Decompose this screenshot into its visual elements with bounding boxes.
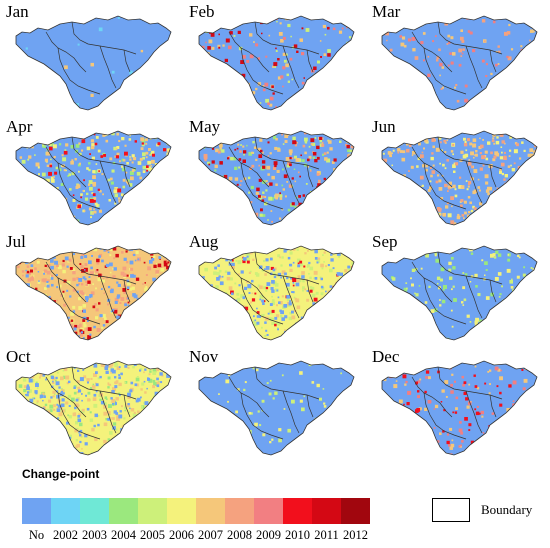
map-panel-mar: Mar — [366, 2, 549, 117]
legend-swatch-2004 — [109, 498, 138, 524]
month-label-aug: Aug — [189, 232, 219, 251]
map-panel-jul: Jul — [0, 232, 183, 347]
month-label-apr: Apr — [6, 117, 33, 136]
month-label-dec: Dec — [372, 347, 400, 366]
map-panel-jun: Jun — [366, 117, 549, 232]
legend-label-2009: 2009 — [256, 528, 281, 542]
legend: Change-point No 2002 2003 2004 2005 2006 2007 2… — [0, 462, 550, 548]
legend-label-2010: 2010 — [285, 528, 310, 542]
month-label-jan: Jan — [6, 2, 29, 21]
region-fill — [199, 246, 354, 340]
map-panel-sep: Sep — [366, 232, 549, 347]
region-fill — [382, 246, 537, 340]
month-label-jul: Jul — [6, 232, 26, 251]
legend-swatch-no — [22, 498, 51, 524]
legend-swatch-2008 — [225, 498, 254, 524]
map-panel-nov: Nov — [183, 347, 366, 462]
legend-label-2004: 2004 — [111, 528, 136, 542]
legend-swatch-2012 — [341, 498, 370, 524]
month-label-sep: Sep — [372, 232, 398, 251]
month-label-mar: Mar — [372, 2, 401, 21]
map-panel-jan: Jan — [0, 2, 183, 117]
legend-label-2007: 2007 — [198, 528, 223, 542]
legend-label-2003: 2003 — [82, 528, 107, 542]
map-panel-oct: Oct — [0, 347, 183, 462]
legend-tick-labels: No 2002 2003 2004 2005 2006 2007 2008 2009 2010 20… — [22, 528, 402, 546]
legend-label-2005: 2005 — [140, 528, 165, 542]
legend-label-2011: 2011 — [314, 528, 339, 542]
legend-swatch-2006 — [167, 498, 196, 524]
legend-label-2006: 2006 — [169, 528, 194, 542]
map-panel-feb: Feb — [183, 2, 366, 117]
legend-swatch-2002 — [51, 498, 80, 524]
map-panel-dec: Dec — [366, 347, 549, 462]
legend-swatch-2011 — [312, 498, 341, 524]
boundary-legend-swatch — [432, 498, 470, 522]
legend-label-2012: 2012 — [343, 528, 368, 542]
legend-swatch-2007 — [196, 498, 225, 524]
legend-swatch-2009 — [254, 498, 283, 524]
legend-title: Change-point — [22, 467, 100, 481]
month-label-oct: Oct — [6, 347, 31, 366]
map-panel-aug: Aug — [183, 232, 366, 347]
month-label-nov: Nov — [189, 347, 219, 366]
region-fill — [382, 361, 537, 455]
boundary-legend-label: Boundary — [481, 502, 533, 517]
legend-swatch-2005 — [138, 498, 167, 524]
legend-swatch-2003 — [80, 498, 109, 524]
region-fill — [199, 361, 354, 455]
map-panel-apr: Apr — [0, 117, 183, 232]
legend-color-bar — [22, 498, 370, 524]
legend-swatch-2010 — [283, 498, 312, 524]
region-fill — [382, 16, 537, 110]
region-fill — [16, 361, 171, 455]
legend-label-no: No — [28, 528, 45, 542]
month-label-jun: Jun — [372, 117, 396, 136]
map-panel-grid: Jan Feb Mar Apr May Jun Jul Aug Sep Oct Nov Dec — [0, 2, 549, 462]
legend-label-2002: 2002 — [53, 528, 78, 542]
month-label-feb: Feb — [189, 2, 215, 21]
map-panel-may: May — [183, 117, 366, 232]
month-label-may: May — [189, 117, 221, 136]
legend-label-2008: 2008 — [227, 528, 252, 542]
